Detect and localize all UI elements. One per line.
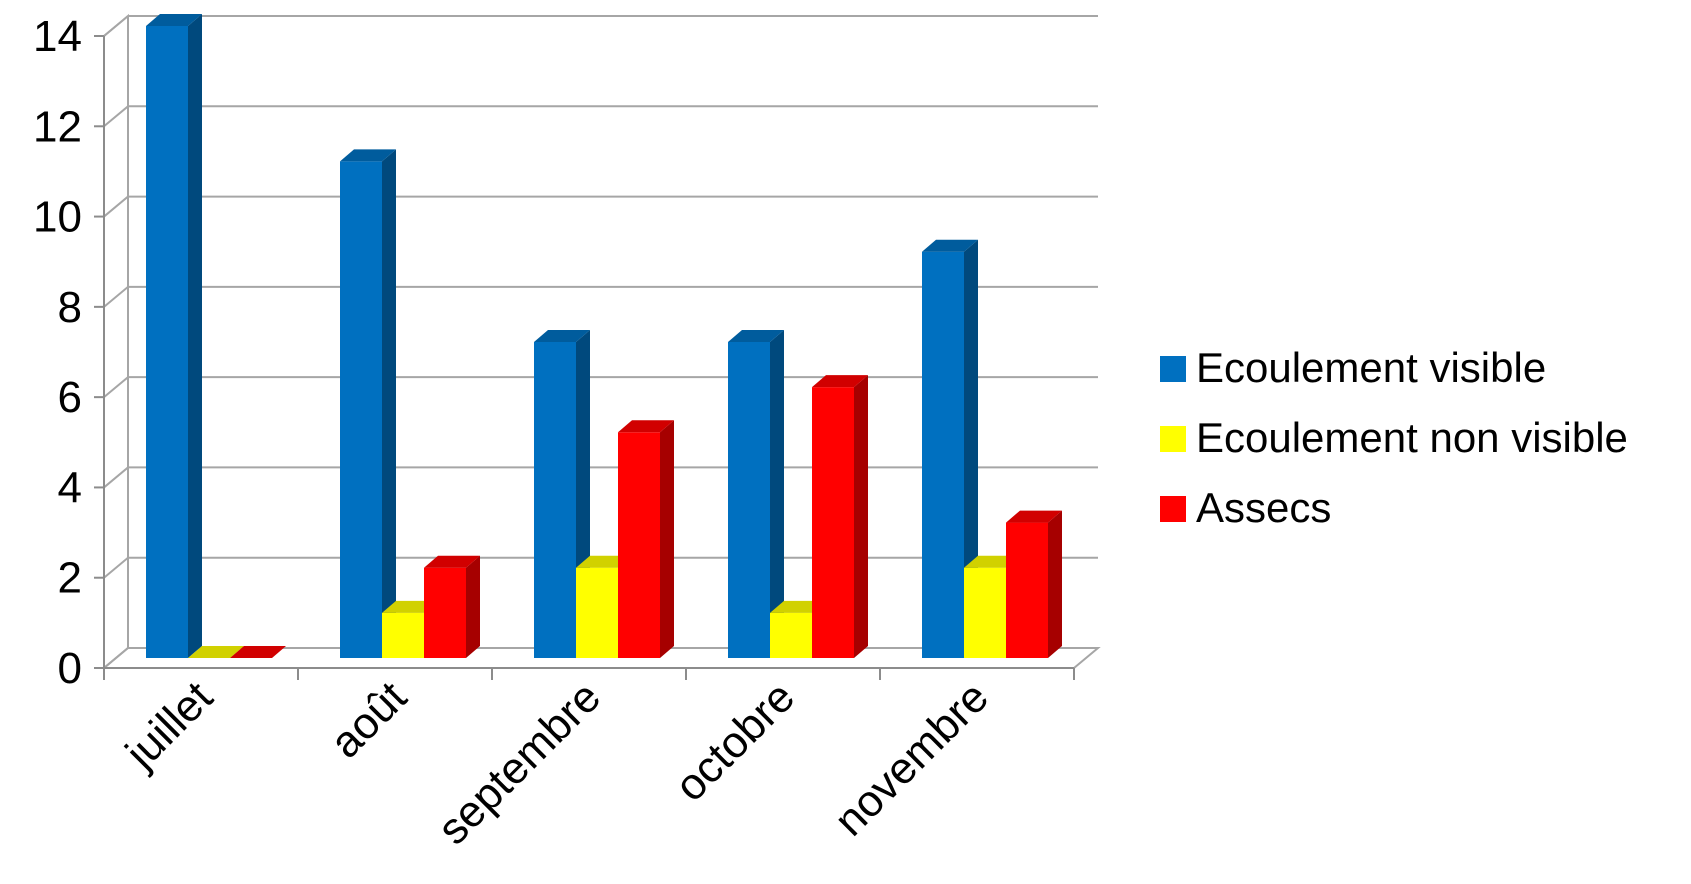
bar-side: [188, 14, 202, 658]
bar-top: [230, 646, 286, 658]
y-tick-labels: 0 2 4 6 8 10 12 14: [33, 12, 82, 693]
bar-side: [382, 149, 396, 658]
y-tick-label: 2: [58, 554, 82, 603]
bar-side: [466, 555, 480, 658]
bar-side: [770, 330, 784, 658]
bar-assecs-septembre: [618, 420, 674, 658]
bar-visible-juillet: [146, 14, 202, 658]
y-tick-label: 14: [33, 12, 82, 61]
bar-assecs-juillet: [230, 646, 286, 658]
x-tick-labels: juillet août septembre octobre novembre: [115, 672, 998, 854]
gridline-side: [103, 647, 129, 669]
legend-swatch: [1160, 496, 1186, 522]
bar-assecs-octobre: [812, 375, 868, 658]
bar-side: [660, 420, 674, 658]
bar-front: [146, 26, 188, 658]
bar-front: [922, 251, 964, 658]
x-tick-label: juillet: [115, 672, 222, 779]
gridline-side: [103, 556, 129, 579]
gridline-side: [103, 15, 129, 37]
legend-swatch: [1160, 356, 1186, 382]
bar-front: [382, 612, 424, 658]
bar-top: [1006, 510, 1062, 523]
x-tick-label: septembre: [428, 672, 610, 854]
y-tick-label: 6: [58, 373, 82, 422]
bar-visible-octobre: [728, 330, 784, 658]
bar-top: [534, 330, 590, 342]
bar-top: [424, 555, 480, 568]
gridline-side: [103, 466, 129, 489]
legend-label: Ecoulement visible: [1196, 344, 1546, 391]
bar-assecs-août: [424, 555, 480, 658]
bar-top: [146, 14, 202, 26]
bar-front: [770, 612, 812, 658]
bar-side: [854, 375, 868, 658]
x-tick-label: novembre: [825, 672, 998, 845]
bar-top: [812, 375, 868, 388]
bar-front: [340, 161, 382, 658]
gridline-side: [103, 286, 129, 308]
bars: [146, 14, 1062, 658]
bar-front: [618, 432, 660, 658]
bar-front: [424, 567, 466, 658]
gridline-side: [103, 195, 129, 218]
bar-front: [728, 342, 770, 658]
bar-front: [534, 342, 576, 658]
bar-top: [728, 330, 784, 342]
bar-visible-novembre: [922, 239, 978, 658]
y-tick-label: 10: [33, 193, 82, 242]
side-wall: [103, 13, 129, 671]
bar-front: [576, 567, 618, 658]
bar-top: [188, 646, 244, 658]
legend-label: Ecoulement non visible: [1196, 414, 1628, 461]
bar-visible-août: [340, 149, 396, 658]
y-tick-label: 0: [58, 644, 82, 693]
bar-non-visible-juillet: [188, 646, 244, 658]
y-tick-label: 4: [58, 463, 82, 512]
legend-label: Assecs: [1196, 484, 1331, 531]
legend-swatch: [1160, 426, 1186, 452]
legend: Ecoulement visible Ecoulement non visible…: [1160, 344, 1628, 531]
x-tick-label: octobre: [666, 672, 804, 810]
bar-side: [964, 239, 978, 658]
bar-top: [340, 149, 396, 162]
bar-top: [618, 420, 674, 433]
bar-assecs-novembre: [1006, 510, 1062, 658]
legend-item-non-visible: Ecoulement non visible: [1160, 414, 1628, 461]
x-tick-label: août: [321, 672, 416, 767]
gridline-side: [103, 105, 129, 128]
bar-side: [1048, 510, 1062, 658]
bar-front: [812, 387, 854, 658]
gridline-side: [103, 376, 129, 398]
bar-front: [1006, 522, 1048, 658]
legend-item-visible: Ecoulement visible: [1160, 344, 1546, 391]
bar-top: [922, 239, 978, 252]
axes: [94, 35, 1075, 680]
legend-item-assecs: Assecs: [1160, 484, 1331, 531]
bar-front: [964, 567, 1006, 658]
y-tick-label: 8: [58, 283, 82, 332]
y-tick-label: 12: [33, 102, 82, 151]
